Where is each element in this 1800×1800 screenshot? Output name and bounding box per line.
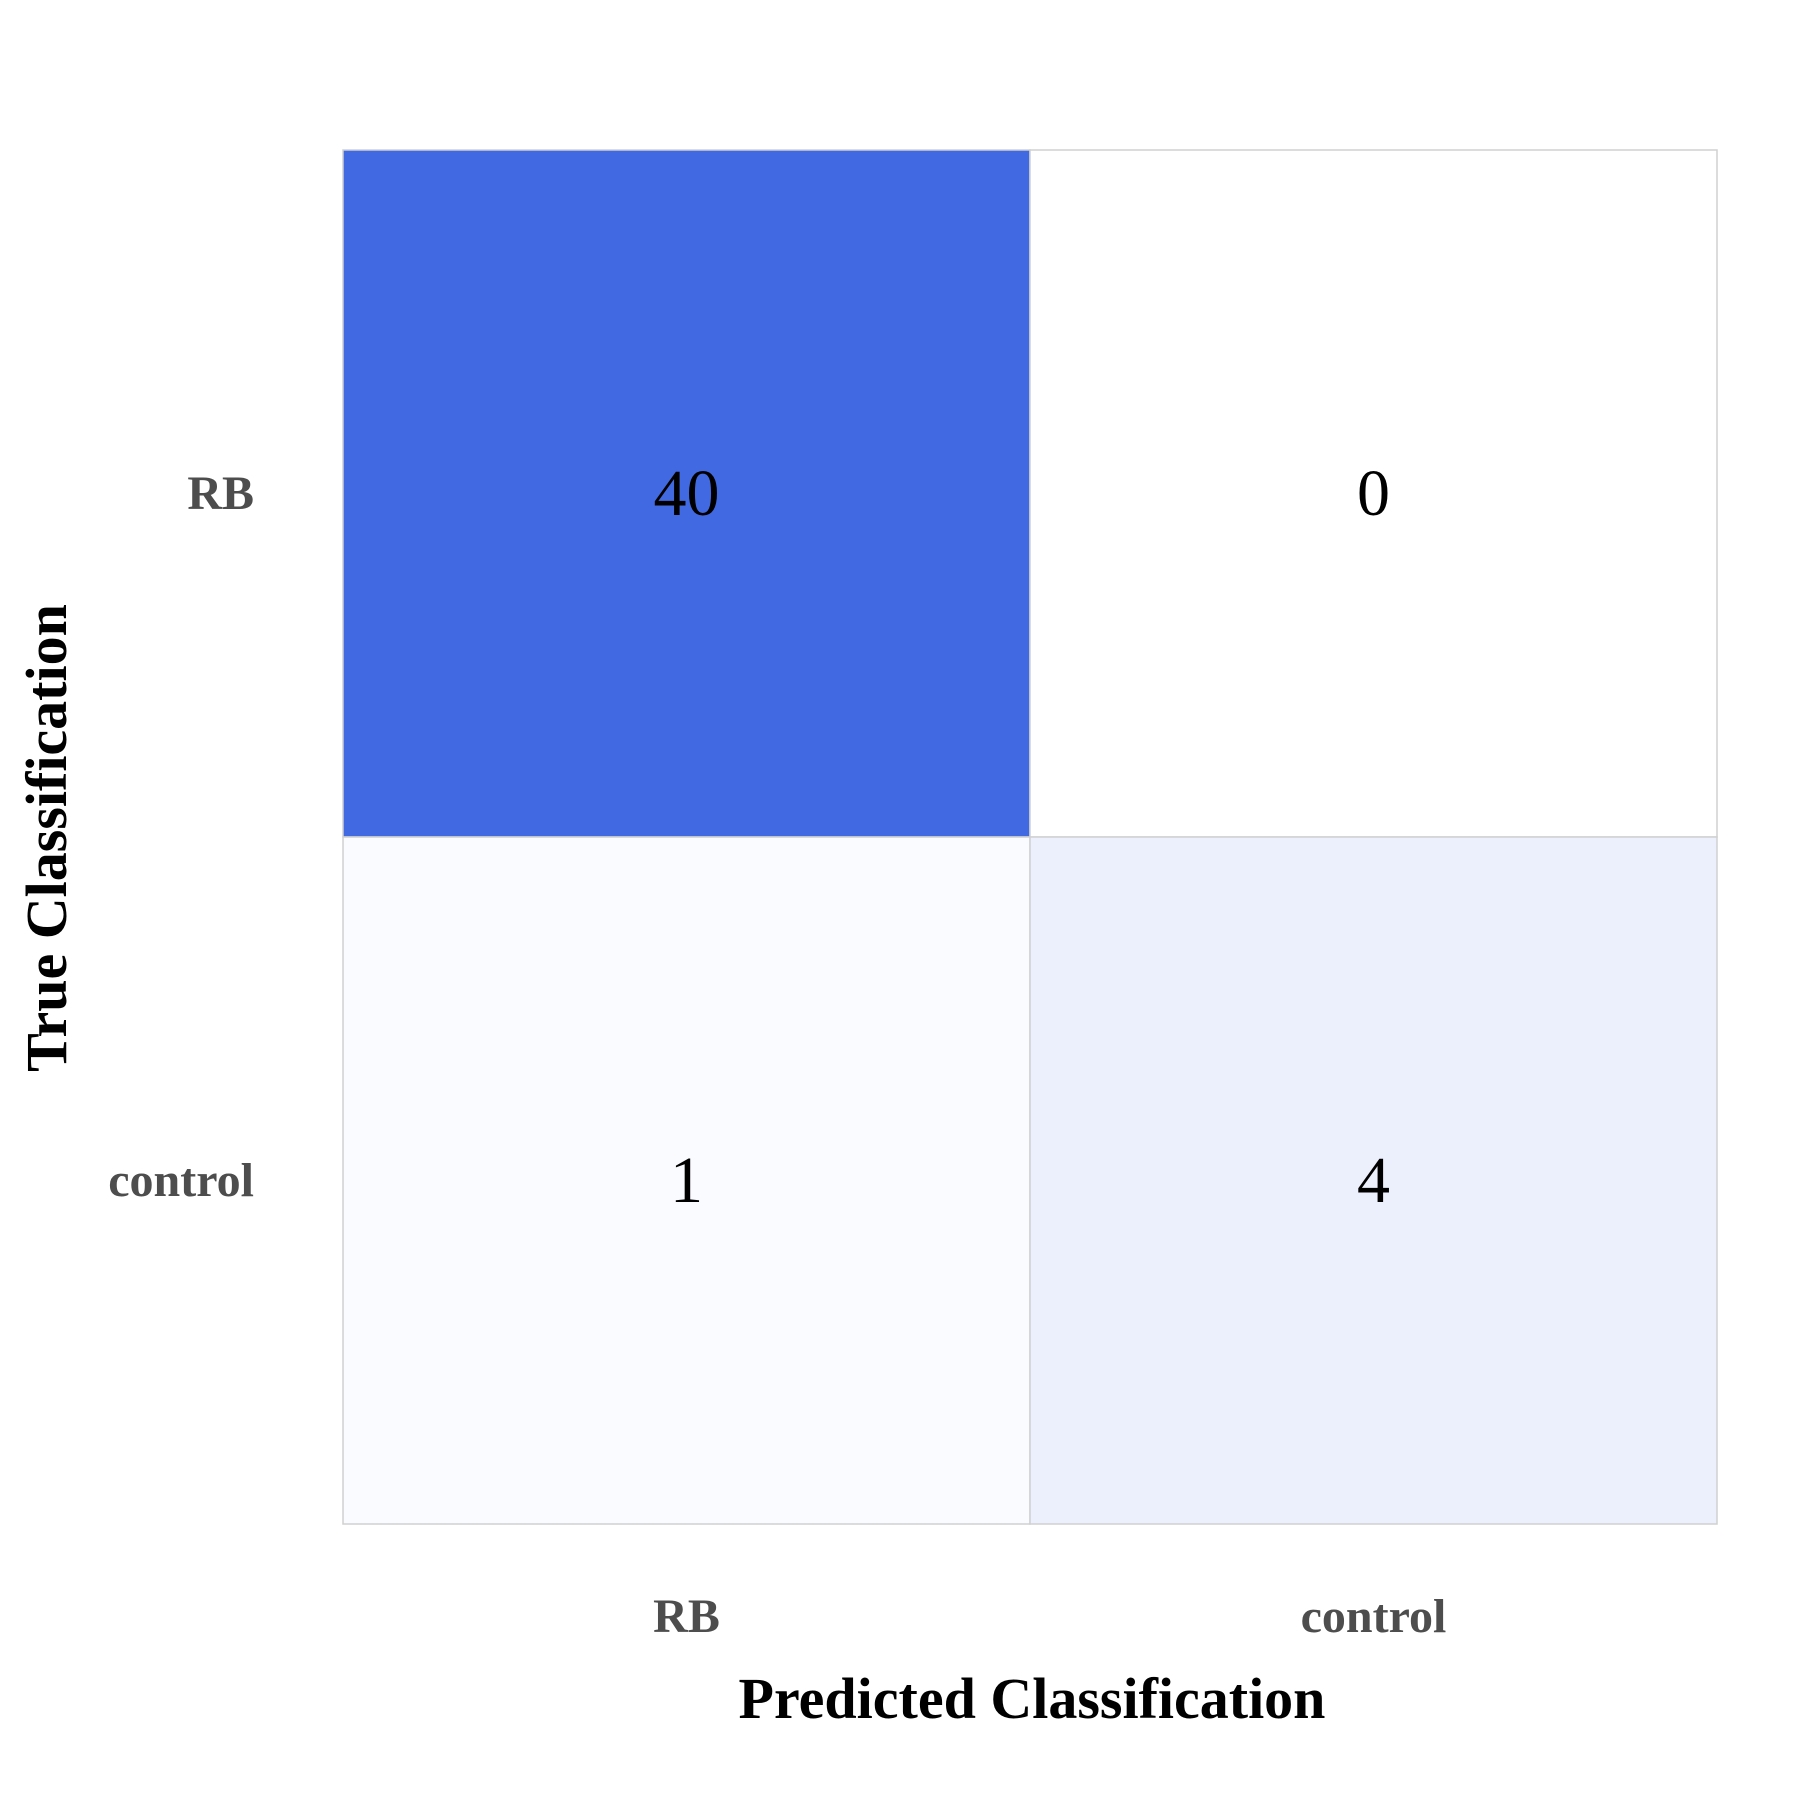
- heatmap-cells: [342, 149, 1718, 1525]
- heatmap-cell-control-RB: [342, 836, 1031, 1525]
- cell-value-label: 40: [654, 457, 720, 530]
- heatmap-cell-control-control: [1029, 836, 1718, 1525]
- x-axis-title: Predicted Classification: [739, 1666, 1326, 1731]
- cell-value-label: 1: [670, 1144, 703, 1217]
- x-tick-labels: RB control: [653, 1590, 1446, 1643]
- cell-value-label: 4: [1357, 1144, 1390, 1217]
- heatmap-cell-RB-control: [1029, 149, 1718, 838]
- y-tick-labels: RB control: [108, 467, 254, 1207]
- heatmap-cell-RB-RB: [342, 149, 1031, 838]
- y-tick-label: RB: [187, 467, 254, 520]
- y-axis-title: True Classification: [14, 604, 79, 1072]
- cell-values: 40 0 1 4: [654, 457, 1391, 1217]
- x-tick-label: control: [1301, 1590, 1447, 1643]
- cell-value-label: 0: [1357, 457, 1390, 530]
- y-tick-label: control: [108, 1154, 254, 1207]
- x-tick-label: RB: [653, 1590, 720, 1643]
